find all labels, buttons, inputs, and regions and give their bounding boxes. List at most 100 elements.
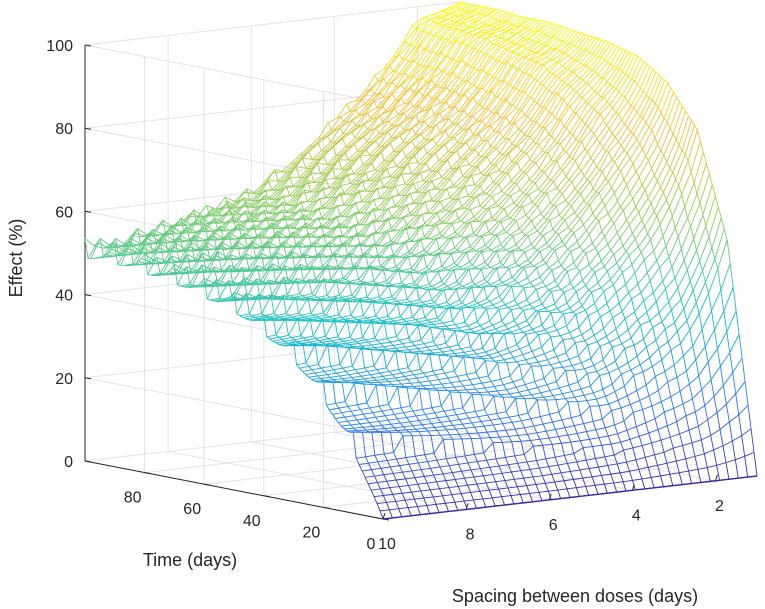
mesh-line-spacing (459, 32, 470, 45)
mesh-line-time (461, 220, 465, 224)
mesh-line-spacing (335, 169, 346, 179)
mesh-line-time (463, 22, 468, 27)
mesh-line-time (350, 167, 355, 174)
mesh-line-spacing (481, 16, 492, 23)
mesh-line-spacing (500, 66, 511, 82)
mesh-line-spacing (281, 163, 291, 173)
mesh-line-spacing (331, 185, 342, 198)
mesh-line-spacing (424, 13, 435, 18)
mesh-line-spacing (454, 22, 464, 30)
mesh-line-spacing (458, 208, 469, 220)
mesh-line-spacing (108, 252, 119, 256)
mesh-line-time (413, 75, 418, 80)
mesh-line-spacing (375, 146, 386, 156)
mesh-line-spacing (544, 161, 555, 173)
mesh-line-spacing (246, 200, 257, 207)
mesh-line-time (553, 181, 558, 189)
mesh-line-time (501, 46, 506, 50)
mesh-line-time (598, 38, 603, 41)
mesh-line-spacing (541, 22, 552, 34)
mesh-line-time (482, 87, 487, 93)
mesh-line-spacing (253, 219, 264, 230)
mesh-line-spacing (390, 123, 401, 138)
mesh-line-spacing (243, 191, 254, 194)
mesh-line-spacing (448, 15, 459, 19)
mesh-line-spacing (391, 194, 402, 197)
mesh-line-spacing (389, 73, 400, 85)
mesh-line-spacing (532, 43, 542, 51)
mesh-line-spacing (180, 217, 191, 225)
mesh-line-time (628, 51, 633, 54)
mesh-line-spacing (163, 246, 174, 263)
mesh-line-time (491, 233, 495, 236)
mesh-line-time (474, 149, 479, 155)
mesh-line-spacing (394, 103, 405, 109)
mesh-line-time (446, 87, 451, 92)
mesh-line-spacing (503, 219, 514, 231)
mesh-line-spacing (373, 198, 384, 200)
mesh-line-spacing (402, 25, 413, 43)
mesh-line-time (533, 100, 538, 104)
mesh-line-time (417, 27, 422, 32)
mesh-line-time (386, 168, 391, 177)
mesh-line-spacing (530, 105, 541, 121)
mesh-line-spacing (162, 220, 173, 227)
mesh-line-time (410, 87, 414, 94)
mesh-line-spacing (307, 180, 318, 184)
mesh-line-spacing (374, 68, 385, 76)
mesh-line-time (588, 67, 593, 72)
mesh-line-spacing (439, 13, 450, 19)
mesh-line-time (419, 90, 423, 97)
mesh-line-spacing (245, 210, 256, 215)
mesh-line-time (389, 243, 394, 255)
mesh-line-time (335, 296, 340, 316)
mesh-line-time (625, 73, 629, 77)
mesh-line-time (497, 95, 502, 101)
mesh-line-spacing (314, 150, 325, 161)
mesh-line-time (462, 59, 466, 65)
mesh-line-spacing (462, 48, 473, 60)
mesh-line-spacing (455, 10, 465, 16)
mesh-line-time (459, 166, 464, 176)
mesh-line-time (493, 33, 497, 37)
mesh-line-time (479, 205, 484, 209)
mesh-line-time (406, 204, 411, 214)
mesh-line-spacing (355, 212, 365, 214)
mesh-line-spacing (138, 261, 149, 265)
mesh-line-spacing (244, 224, 255, 239)
mesh-line-spacing (505, 145, 516, 156)
mesh-line-spacing (328, 187, 339, 198)
mesh-line-spacing (411, 18, 422, 26)
mesh-line-spacing (609, 91, 620, 106)
mesh-line-time (508, 39, 512, 43)
mesh-line-time (610, 64, 614, 68)
mesh-line-time (144, 243, 149, 263)
mesh-line-spacing (404, 75, 415, 91)
mesh-line-spacing (321, 141, 331, 152)
mesh-line-time (568, 55, 572, 59)
mesh-line-spacing (386, 166, 397, 170)
mesh-line-spacing (478, 14, 489, 21)
mesh-line-time (609, 104, 614, 108)
mesh-line-spacing (528, 188, 539, 195)
mesh-line-time (472, 26, 476, 30)
mesh-line-time (437, 97, 441, 104)
mesh-line-time (552, 59, 557, 64)
mesh-line-spacing (279, 211, 289, 214)
mesh-line-time (491, 16, 495, 20)
mesh-line-time (423, 249, 428, 253)
mesh-line-spacing (393, 42, 404, 57)
mesh-line-time (484, 244, 489, 248)
mesh-line-time (442, 17, 447, 20)
mesh-line-time (482, 207, 487, 210)
mesh-line-spacing (282, 209, 292, 214)
mesh-line-time (609, 84, 614, 88)
mesh-line-time (351, 131, 356, 138)
mesh-line-time (572, 158, 576, 161)
mesh-line-time (411, 127, 416, 135)
mesh-line-time (494, 219, 499, 223)
mesh-line-time (438, 253, 443, 267)
mesh-line-spacing (350, 150, 361, 161)
mesh-line-time (589, 51, 593, 55)
mesh-line-time (436, 213, 441, 221)
